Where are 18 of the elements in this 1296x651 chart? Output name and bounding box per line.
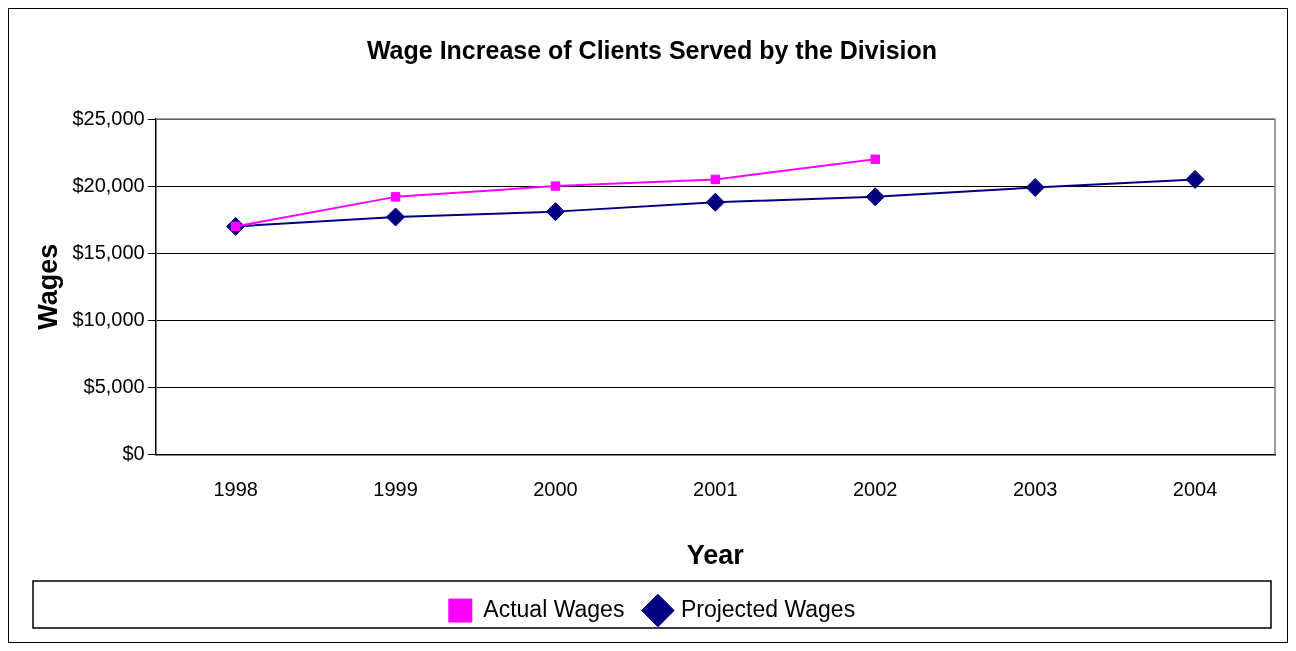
y-axis-title: Wages xyxy=(32,243,63,330)
y-tick-label: $5,000 xyxy=(83,375,145,397)
y-tick-label: $25,000 xyxy=(72,106,145,129)
y-tick-label: $10,000 xyxy=(72,307,145,330)
y-tick-label: $0 xyxy=(122,442,145,465)
legend-label: Projected Wages xyxy=(680,595,856,622)
x-tick-label: 2001 xyxy=(693,478,738,501)
x-axis-title: Year xyxy=(686,540,745,571)
x-tick-label: 1998 xyxy=(213,478,258,501)
x-tick-label: 2004 xyxy=(1172,478,1218,501)
x-tick-label: 2002 xyxy=(853,478,898,501)
x-tick-label: 1999 xyxy=(373,478,418,501)
chart-title: Wage Increase of Clients Served by the Division xyxy=(366,35,938,64)
x-tick-label: 2003 xyxy=(1012,478,1058,501)
y-tick-label: $20,000 xyxy=(72,173,145,196)
legend-label: Actual Wages xyxy=(483,595,625,622)
x-tick-label: 2000 xyxy=(533,478,578,501)
y-tick-label: $15,000 xyxy=(72,240,145,263)
